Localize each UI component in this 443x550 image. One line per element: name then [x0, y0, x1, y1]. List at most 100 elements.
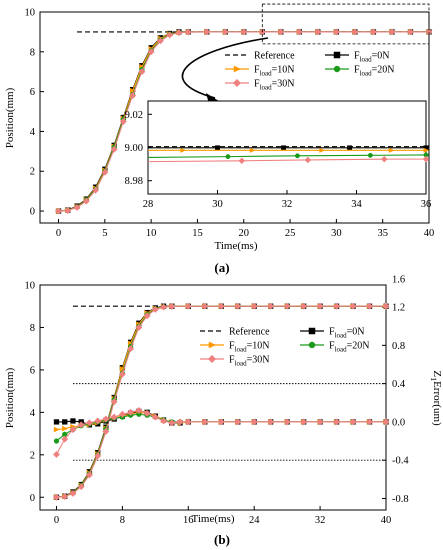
inset-ticks: 28 30 32 34 36 8.98 9.00 9.02 [125, 110, 432, 210]
panel-b-error-f0-point [70, 418, 76, 424]
panel-b-f30-point [127, 345, 135, 353]
panel-b-y2tick-label: -0.4 [392, 456, 409, 467]
panel-a-f30-point [314, 28, 322, 36]
panel-b-y2tick-label: 1.2 [392, 303, 405, 314]
panel-b-f30-point [102, 427, 110, 436]
panel-b-ytick-label: 4 [30, 408, 36, 419]
panel-b-f30-point [94, 452, 102, 460]
panel-a-legend-marker [233, 65, 242, 73]
panel-a-ylabel: Position(mm) [4, 87, 16, 148]
panel-a-f30-point [101, 168, 109, 176]
panel-b-legend-marker [308, 327, 316, 335]
panel-b-f30-point [333, 302, 341, 310]
panel-b-error-f30-point [135, 406, 143, 414]
panel-b-error-f30-point [184, 418, 192, 426]
panel-b-legend-label: Reference [229, 327, 270, 338]
inset-ytick-label: 8.98 [125, 176, 143, 187]
panel-b-f30-point [135, 323, 143, 332]
panel-b-error-f0-point [53, 419, 60, 425]
panel-b-error-f30-point [160, 417, 168, 425]
inset-f10-point [319, 147, 326, 153]
panel-b-error-f30-point [94, 417, 102, 425]
inset-series [147, 145, 430, 165]
panel-b-f30-point [77, 483, 85, 491]
panel-a-f30-point [175, 29, 183, 37]
panel-a-ytick-label: 0 [30, 207, 35, 218]
panel-a-legend-marker [333, 51, 341, 59]
panel-b-xlabel: Time(ms) [192, 513, 235, 525]
panel-b-f30-point [349, 302, 357, 310]
panel-b-f30-point [283, 302, 291, 310]
panel-b-error-f30-point [217, 418, 225, 426]
panel-b-error-f30-point [127, 408, 135, 416]
panel-b-legend-marker [208, 341, 217, 349]
panel-b-error-f20-point [53, 438, 60, 444]
inset: 28 30 32 34 36 8.98 9.00 9.02 [125, 100, 432, 210]
panel-b-f30-point [201, 302, 209, 310]
zoom-box [261, 3, 430, 45]
panel-b-f30-point [110, 398, 118, 406]
inset-f10-point [249, 147, 256, 153]
panel-a-f30-point [184, 28, 192, 36]
panel-b-error-f30-point [52, 450, 61, 459]
panel-a-f30-point [406, 28, 415, 36]
panel-b-legend: Reference Fload=0N Fload=10N Fload=20N Fload… [200, 327, 370, 368]
panel-b-xtick-label: 40 [381, 515, 392, 526]
inset-f0-point [281, 145, 286, 151]
panel-b-f30-point [69, 489, 77, 497]
panel-b-error-f30-point [283, 418, 291, 426]
panel-b-error-f30-point [61, 435, 69, 443]
panel-a-ytick-label: 2 [30, 167, 35, 178]
panel-a-f30-point [147, 48, 155, 56]
panel-b-f30-point [118, 370, 126, 378]
panel-b-f30-point [61, 493, 69, 501]
panel-a-f10-point [129, 87, 137, 94]
panel-b-f30-point [217, 302, 225, 310]
panel-a-xtick-label: 35 [377, 228, 388, 239]
panel-b-xtick-label: 32 [315, 515, 326, 526]
inset-f20-point [367, 152, 373, 158]
panel-a: 0 5 10 15 20 25 30 35 40 0 2 4 6 8 10 Time(ms) Positio… [4, 3, 435, 275]
panel-a-f30-point [129, 92, 137, 100]
panel-a-xtick-label: 25 [285, 228, 296, 239]
panel-a-f30-point [64, 206, 72, 215]
inset-ytick-label: 9.00 [125, 143, 143, 154]
panel-a-f30-point [92, 186, 100, 194]
panel-b-xtick-label: 0 [54, 515, 59, 526]
panel-b-error-f10-point [62, 425, 69, 432]
panel-b-error-f30-point [168, 419, 176, 427]
panel-b-xtick-label: 24 [249, 515, 260, 526]
panel-a-f30-point [203, 28, 211, 36]
panel-b-error-f30-point [382, 418, 390, 426]
panel-b-error-f30-point [349, 418, 357, 426]
panel-a-xtick-label: 10 [146, 228, 157, 239]
panel-b-error-f30-point [234, 418, 242, 426]
panel-b-f30-point [143, 312, 151, 320]
panel-a-xtick-label: 5 [102, 228, 107, 239]
panel-b-error-f30-point [365, 418, 374, 426]
panel-a-xtick-label: 40 [424, 228, 435, 239]
panel-a-f30-point [369, 28, 377, 36]
inset-xtick-label: 30 [212, 199, 223, 210]
panel-a-legend: Reference Fload=0N Fload=10N Fload=20N Fload… [225, 51, 395, 92]
panel-b-ytick-label: 0 [30, 493, 35, 504]
panel-b-legend-label: Fload=0N [329, 327, 365, 340]
panel-b: 0 8 16 24 32 400246810-0.8-0.40.00.40.81.21.6… [4, 275, 443, 548]
panel-a-series [54, 28, 433, 215]
panel-b-error-f30-point [151, 413, 159, 421]
panel-a-f30-point [82, 197, 90, 205]
panel-b-error-f30-point [118, 410, 126, 418]
zoom-arrow [181, 37, 269, 99]
panel-a-f30-point [295, 28, 303, 36]
panel-b-f30-point [168, 302, 176, 310]
panel-a-ytick-label: 4 [30, 127, 36, 138]
panel-b-error-f0-point [62, 419, 68, 425]
panel-b-error-f30-point [176, 418, 184, 426]
panel-a-xtick-label: 20 [239, 228, 250, 239]
panel-b-f30-point [250, 302, 258, 310]
inset-f30-point [238, 157, 246, 165]
panel-b-error-f30-point [143, 409, 151, 417]
panel-b-series [52, 302, 390, 501]
panel-a-f30-point [221, 28, 229, 36]
